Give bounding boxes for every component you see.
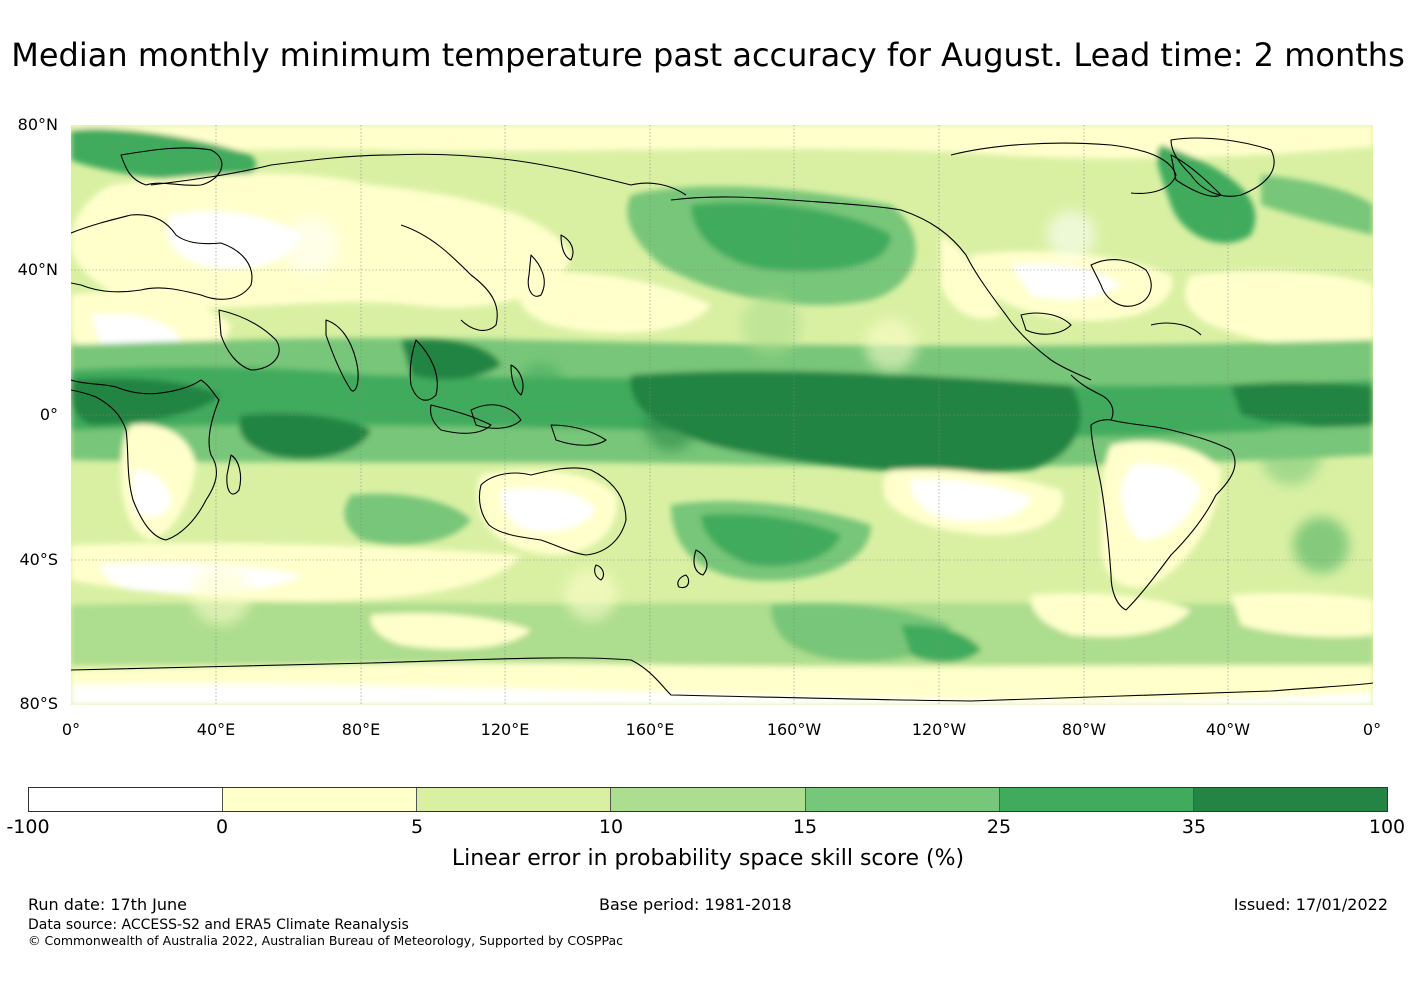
- colorbar-tick: 5: [410, 816, 424, 838]
- lon-label-120w: 120°W: [911, 720, 967, 739]
- colorbar-tick: 100: [1368, 816, 1406, 838]
- base-period: Base period: 1981-2018: [599, 895, 792, 914]
- map-title: Median monthly minimum temperature past …: [11, 36, 1405, 74]
- issued-date: Issued: 17/01/2022: [1233, 895, 1388, 914]
- colorbar-segment: [223, 788, 418, 811]
- colorbar: [28, 787, 1388, 812]
- colorbar-tick: -100: [6, 816, 50, 838]
- lon-label-120e: 120°E: [480, 720, 530, 739]
- colorbar-tick: 15: [792, 816, 818, 838]
- lon-label-40w: 40°W: [1205, 720, 1251, 739]
- lon-label-0-east: 0°: [1362, 720, 1382, 739]
- skill-field-texture: [191, 203, 1349, 625]
- lon-label-80w: 80°W: [1061, 720, 1107, 739]
- skill-field: [71, 125, 1373, 705]
- lat-label-80s: 80°S: [19, 694, 58, 713]
- colorbar-tick: 10: [598, 816, 624, 838]
- graticule: [71, 125, 1373, 705]
- lon-label-0: 0°: [61, 720, 81, 739]
- lat-label-40s: 40°S: [19, 550, 58, 569]
- colorbar-segment: [805, 788, 1000, 811]
- colorbar-tick: 0: [215, 816, 229, 838]
- coastlines: [71, 137, 1373, 702]
- copyright: © Commonwealth of Australia 2022, Austra…: [28, 933, 623, 948]
- lon-label-160w: 160°W: [766, 720, 822, 739]
- lat-label-80n: 80°N: [17, 115, 58, 134]
- lon-label-160e: 160°E: [625, 720, 675, 739]
- lon-label-40e: 40°E: [196, 720, 236, 739]
- lon-label-80e: 80°E: [341, 720, 381, 739]
- colorbar-tick: 35: [1181, 816, 1207, 838]
- colorbar-segment: [29, 788, 224, 811]
- colorbar-tick: 25: [986, 816, 1012, 838]
- lat-label-40n: 40°N: [17, 260, 58, 279]
- colorbar-label: Linear error in probability space skill …: [451, 846, 965, 871]
- colorbar-segment: [1193, 788, 1387, 811]
- lat-label-0: 0°: [39, 405, 58, 424]
- map-canvas: [71, 125, 1373, 705]
- skill-score-map: [71, 125, 1373, 705]
- colorbar-segment: [417, 788, 612, 811]
- colorbar-segment: [999, 788, 1194, 811]
- data-source: Data source: ACCESS-S2 and ERA5 Climate …: [28, 917, 409, 933]
- run-date: Run date: 17th June: [28, 895, 188, 914]
- colorbar-segment: [611, 788, 806, 811]
